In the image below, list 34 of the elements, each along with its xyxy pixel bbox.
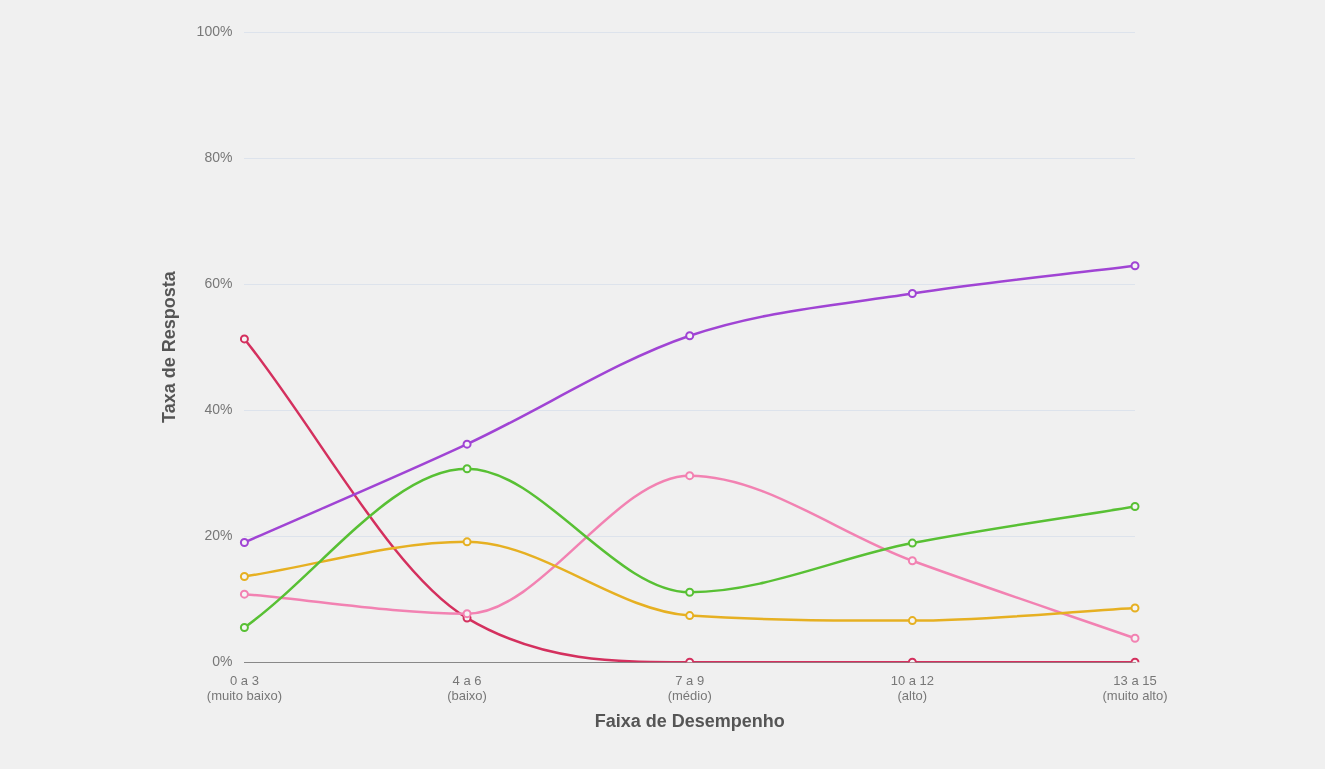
point [239, 623, 249, 633]
x-tick-label: 10 a 12 (alto) [890, 672, 935, 704]
point [462, 439, 472, 449]
y-tick-label: 0% [212, 653, 233, 670]
point [1130, 603, 1140, 613]
point [462, 609, 472, 619]
point [1130, 261, 1140, 271]
point [239, 589, 249, 599]
y-tick-label: 80% [204, 148, 233, 165]
x-tick-label: 4 a 6 (baixo) [447, 672, 487, 704]
point [239, 571, 249, 581]
x-axis-title: Faixa de Desempenho [594, 711, 785, 732]
point [462, 537, 472, 547]
point [685, 611, 695, 621]
point [685, 471, 695, 481]
point [685, 587, 695, 597]
y-tick-label: 40% [204, 400, 233, 417]
point [239, 537, 249, 547]
y-tick-label: 20% [204, 527, 233, 544]
point [907, 616, 917, 626]
point [462, 464, 472, 474]
y-tick-label: 60% [204, 274, 233, 291]
point [907, 538, 917, 548]
point [907, 289, 917, 299]
point [1130, 633, 1140, 643]
y-tick-label: 100% [196, 22, 233, 39]
point [685, 331, 695, 341]
point [1130, 502, 1140, 512]
y-axis-title: Taxa de Resposta [158, 270, 179, 423]
x-tick-label: 13 a 15 (muito alto) [1102, 672, 1168, 704]
x-tick-label: 0 a 3 (muito baixo) [206, 672, 282, 704]
point [239, 334, 249, 344]
point [907, 556, 917, 566]
x-tick-label: 7 a 9 (médio) [667, 672, 712, 704]
